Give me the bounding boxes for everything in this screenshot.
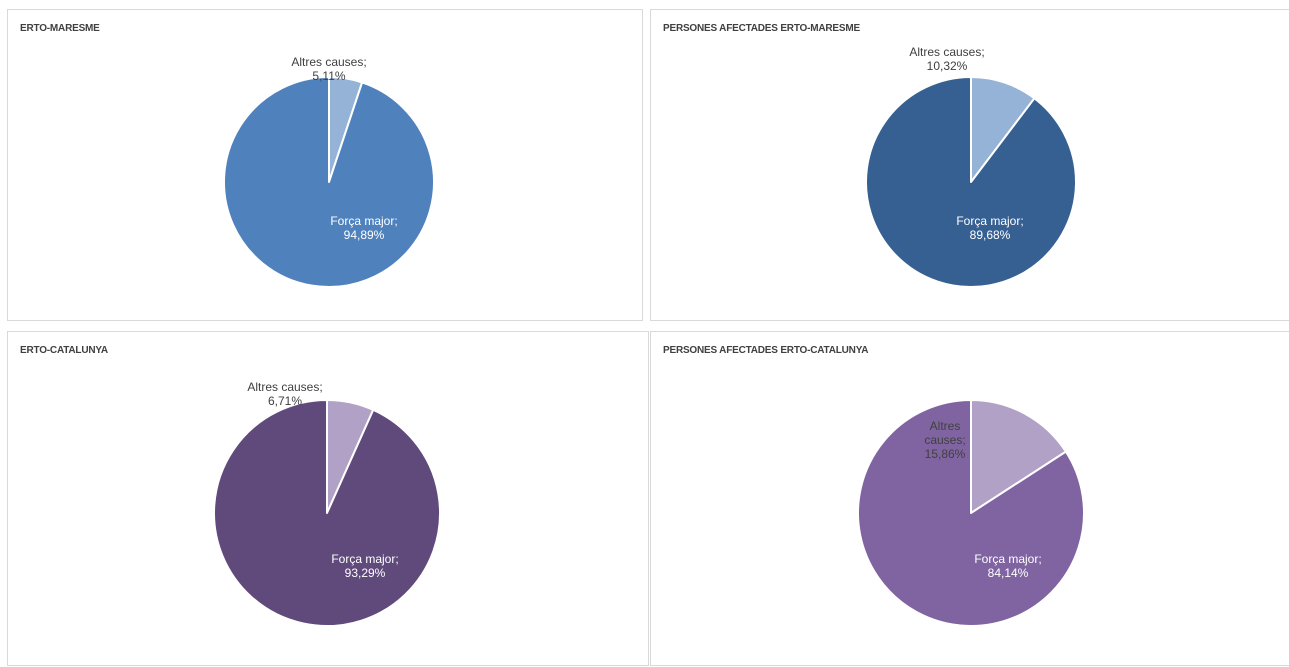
- pie-slice-forca-major: [857, 399, 1085, 627]
- chart-title: ERTO-CATALUNYA: [20, 345, 108, 356]
- chart-title: ERTO-MARESME: [20, 23, 100, 34]
- pie-chart: Altres causes; 15,86% Força major; 84,14%: [857, 399, 1085, 627]
- slice-data-label: Força major; 89,68%: [956, 214, 1023, 242]
- pie-slice-forca-major: [213, 399, 441, 627]
- slice-data-label: Força major; 94,89%: [330, 214, 397, 242]
- chart-title: PERSONES AFECTADES ERTO-CATALUNYA: [663, 345, 869, 356]
- slice-data-label: Força major; 84,14%: [974, 552, 1041, 580]
- slice-data-label: Altres causes; 15,86%: [924, 419, 965, 461]
- chart-panel-persones-erto-maresme: PERSONES AFECTADES ERTO-MARESME Altres c…: [650, 9, 1289, 321]
- slice-data-label: Força major; 93,29%: [331, 552, 398, 580]
- slice-data-label: Altres causes; 5,11%: [291, 55, 366, 83]
- chart-panel-erto-catalunya: ERTO-CATALUNYA Altres causes; 6,71% Força …: [7, 331, 649, 666]
- pie-slice-forca-major: [865, 76, 1077, 288]
- slice-data-label: Altres causes; 10,32%: [909, 45, 984, 73]
- pie-chart: Altres causes; 5,11% Força major; 94,89%: [223, 55, 435, 288]
- pie-chart: Altres causes; 6,71% Força major; 93,29%: [213, 380, 441, 627]
- chart-panel-persones-erto-catalunya: PERSONES AFECTADES ERTO-CATALUNYA Altres…: [650, 331, 1289, 666]
- slice-data-label: Altres causes; 6,71%: [247, 380, 322, 408]
- pie-slice-forca-major: [223, 76, 435, 288]
- chart-panel-erto-maresme: ERTO-MARESME Altres causes; 5,11% Força ma…: [7, 9, 643, 321]
- chart-title: PERSONES AFECTADES ERTO-MARESME: [663, 23, 860, 34]
- pie-chart: Altres causes; 10,32% Força major; 89,68%: [865, 45, 1077, 288]
- pie-slice-altres-causes: [970, 399, 1067, 514]
